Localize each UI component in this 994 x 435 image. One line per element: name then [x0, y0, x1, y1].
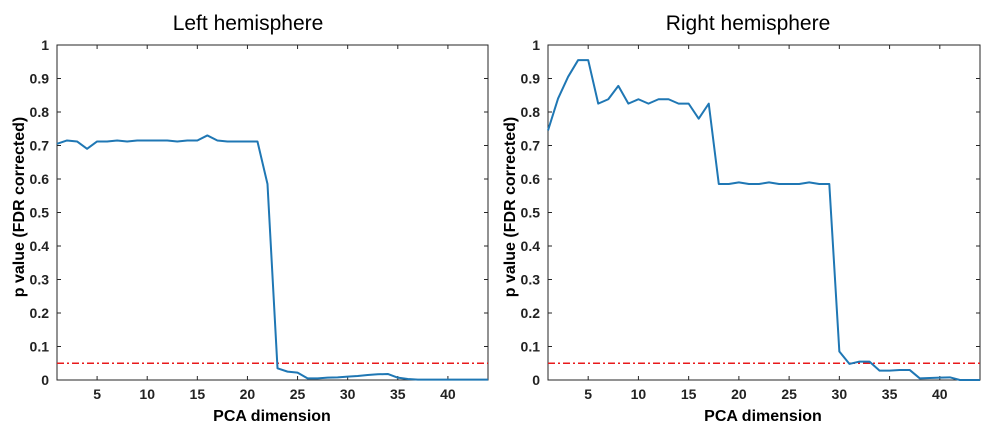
left-y-tick-label: 0.4	[30, 238, 50, 254]
left-y-tick-label: 0.2	[30, 305, 50, 321]
left-y-tick-label: 0.6	[30, 171, 50, 187]
left-x-tick-label: 10	[139, 386, 155, 402]
right-x-tick-label: 25	[781, 386, 797, 402]
left-x-tick-label: 40	[440, 386, 456, 402]
left-y-axis-label: p value (FDR corrected)	[11, 117, 28, 297]
left-y-tick-label: 0.5	[30, 205, 50, 221]
left-y-tick-label: 0.9	[30, 71, 50, 87]
right-axes-box	[547, 44, 981, 381]
left-x-tick-label: 25	[290, 386, 306, 402]
right-x-tick-label: 30	[832, 386, 848, 402]
left-y-tick-label: 0.7	[30, 138, 50, 154]
right-y-tick-label: 0.1	[521, 339, 541, 355]
left-x-axis-label: PCA dimension	[213, 408, 331, 425]
right-y-axis-label: p value (FDR corrected)	[502, 117, 519, 297]
right-x-tick-label: 5	[584, 386, 592, 402]
right-x-tick-label: 20	[731, 386, 747, 402]
right-y-tick-label: 0.9	[521, 71, 541, 87]
right-y-tick-label: 0.3	[521, 272, 541, 288]
right-x-axis-label: PCA dimension	[704, 408, 822, 425]
right-x-tick-label: 10	[631, 386, 647, 402]
right-x-tick-label: 15	[681, 386, 697, 402]
left-y-tick-label: 0.3	[30, 272, 50, 288]
right-y-tick-label: 0.7	[521, 138, 541, 154]
right-y-tick-label: 0	[532, 372, 540, 388]
left-x-tick-label: 30	[340, 386, 356, 402]
left-series-line	[56, 134, 488, 381]
right-hemisphere-panel: Right hemisphere PCA dimension p value (…	[502, 12, 981, 425]
left-x-tick-label: 35	[390, 386, 406, 402]
right-y-tick-label: 1	[532, 37, 540, 53]
left-y-tick-label: 0	[41, 372, 49, 388]
left-y-tick-label: 0.1	[30, 339, 50, 355]
right-y-tick-label: 0.5	[521, 205, 541, 221]
right-y-tick-label: 0.6	[521, 171, 541, 187]
left-panel-title: Left hemisphere	[173, 12, 324, 35]
right-y-tick-label: 0.2	[521, 305, 541, 321]
right-series-line	[547, 59, 980, 381]
left-x-tick-label: 20	[240, 386, 256, 402]
right-y-tick-label: 0.8	[521, 104, 541, 120]
right-x-tick-label: 40	[932, 386, 948, 402]
left-x-tick-label: 5	[93, 386, 101, 402]
right-panel-title: Right hemisphere	[666, 12, 831, 35]
left-x-tick-label: 15	[190, 386, 206, 402]
right-y-tick-label: 0.4	[521, 238, 541, 254]
left-y-tick-label: 1	[41, 37, 49, 53]
left-hemisphere-panel: Left hemisphere PCA dimension p value (F…	[11, 12, 489, 425]
right-x-tick-label: 35	[882, 386, 898, 402]
left-axes-box	[56, 44, 489, 381]
left-y-tick-label: 0.8	[30, 104, 50, 120]
